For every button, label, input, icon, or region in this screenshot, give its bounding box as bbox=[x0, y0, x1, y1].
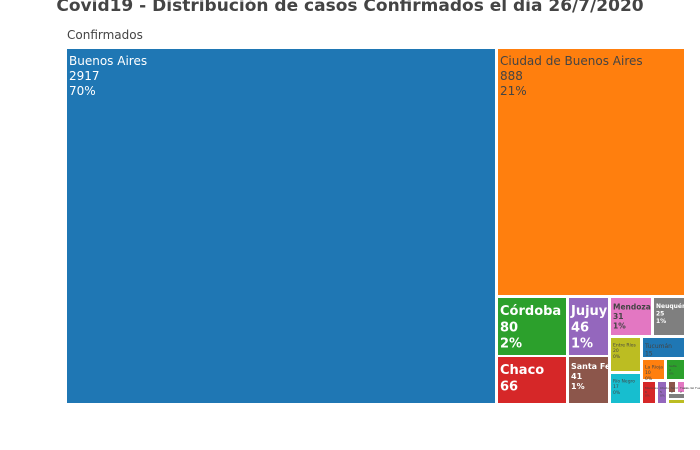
tile-rect-jujuy[interactable] bbox=[569, 298, 608, 355]
tile-label-tierra-del-fuego: Tierra del Fuego bbox=[679, 386, 700, 390]
treemap-root-label[interactable]: Confirmados bbox=[67, 28, 143, 42]
tile-percent-buenos-aires: 70% bbox=[69, 84, 96, 98]
tile-value-la-rioja: 10 bbox=[645, 370, 651, 376]
tile-value-cordoba: 80 bbox=[500, 320, 518, 335]
treemap-tile-tierra-del-fuego[interactable]: Tierra del Fuego2 bbox=[678, 382, 700, 394]
tile-rect-la-rioja[interactable] bbox=[643, 360, 664, 379]
tile-rect-mendoza[interactable] bbox=[611, 298, 651, 335]
tile-rect-chaco[interactable] bbox=[498, 357, 566, 403]
tile-value-rio-negro: 17 bbox=[613, 384, 619, 390]
tile-value-entre-rios: 20 bbox=[613, 348, 619, 354]
chart-title: Covid19 - Distribución de casos Confirma… bbox=[56, 0, 644, 16]
tile-rect-chubut[interactable] bbox=[658, 382, 666, 403]
tile-label-chaco: Chaco bbox=[500, 363, 544, 378]
tile-value-mendoza: 31 bbox=[613, 312, 623, 321]
tile-rect-santa-cruz[interactable] bbox=[669, 382, 675, 392]
tile-rect-cordoba[interactable] bbox=[498, 298, 566, 355]
tile-rect-buenos-aires[interactable] bbox=[67, 49, 495, 403]
treemap-tile-corrientes[interactable] bbox=[669, 394, 684, 398]
tile-percent-neuquen: 1% bbox=[656, 318, 666, 325]
tile-percent-ciudad-de-buenos-aires: 21% bbox=[500, 84, 527, 98]
tile-value-tierra-del-fuego: 2 bbox=[680, 390, 682, 394]
tile-label-ciudad-de-buenos-aires: Ciudad de Buenos Aires bbox=[500, 54, 643, 68]
tile-label-chubut: Chubut bbox=[660, 386, 672, 390]
tile-label-entre-rios: Entre Ríos bbox=[613, 342, 637, 349]
tile-percent-mendoza: 1% bbox=[613, 321, 626, 330]
tile-value-chaco: 66 bbox=[500, 379, 518, 394]
tile-value-buenos-aires: 2917 bbox=[69, 69, 100, 83]
tile-percent-rio-negro: 0% bbox=[613, 390, 621, 396]
tile-rect-san-juan[interactable] bbox=[669, 400, 684, 403]
tile-value-neuquen: 25 bbox=[656, 311, 664, 318]
tile-label-jujuy: Jujuy bbox=[570, 304, 608, 319]
tile-rect-tucuman[interactable] bbox=[643, 338, 684, 357]
tile-percent-entre-rios: 0% bbox=[613, 354, 621, 360]
tile-value-ciudad-de-buenos-aires: 888 bbox=[500, 69, 523, 83]
tile-label-buenos-aires: Buenos Aires bbox=[69, 54, 147, 68]
tile-percent-la-rioja: 0% bbox=[645, 376, 653, 382]
tile-rect-misiones[interactable] bbox=[643, 382, 655, 403]
tile-percent-santa-fe: 1% bbox=[571, 382, 585, 391]
tile-value-santa-cruz: 2 bbox=[671, 390, 673, 394]
tile-rect-ciudad-de-buenos-aires[interactable] bbox=[498, 49, 684, 295]
tile-rect-neuquen[interactable] bbox=[654, 298, 684, 335]
tile-rect-santa-fe[interactable] bbox=[569, 357, 608, 403]
tile-label-cordoba: Córdoba bbox=[500, 304, 561, 319]
tile-value-jujuy: 46 bbox=[571, 320, 589, 335]
tile-value-tucuman: 15 bbox=[645, 351, 653, 358]
treemap-tile-san-juan[interactable] bbox=[669, 400, 684, 403]
tile-label-tucuman: Tucumán bbox=[644, 343, 672, 350]
tile-percent-salta: 0% bbox=[669, 372, 674, 376]
tile-percent-cordoba: 2% bbox=[500, 337, 522, 352]
tile-percent-chubut: 0% bbox=[660, 394, 665, 398]
tile-rect-corrientes[interactable] bbox=[669, 394, 684, 398]
tile-label-rio-negro: Río Negro bbox=[613, 378, 635, 385]
tile-label-mendoza: Mendoza bbox=[613, 303, 651, 312]
tile-value-salta: 9 bbox=[669, 368, 671, 372]
tile-percent-jujuy: 1% bbox=[571, 337, 593, 352]
tile-rect-entre-rios[interactable] bbox=[611, 338, 640, 371]
tile-label-misiones: Misiones bbox=[645, 386, 658, 390]
tile-percent-misiones: 0% bbox=[645, 394, 650, 398]
tile-rect-salta[interactable] bbox=[667, 360, 684, 379]
tile-value-santa-fe: 41 bbox=[571, 372, 583, 381]
tile-label-salta: Salta bbox=[669, 364, 677, 368]
tile-value-chubut: 5 bbox=[660, 390, 662, 394]
tile-rect-rio-negro[interactable] bbox=[611, 374, 640, 403]
tile-label-santa-fe: Santa Fe bbox=[571, 362, 611, 371]
tile-rect-tierra-del-fuego[interactable] bbox=[678, 382, 684, 392]
tile-label-neuquen: Neuquén bbox=[656, 303, 686, 310]
tile-value-misiones: 6 bbox=[645, 390, 647, 394]
tile-label-la-rioja: La Rioja bbox=[645, 365, 663, 371]
